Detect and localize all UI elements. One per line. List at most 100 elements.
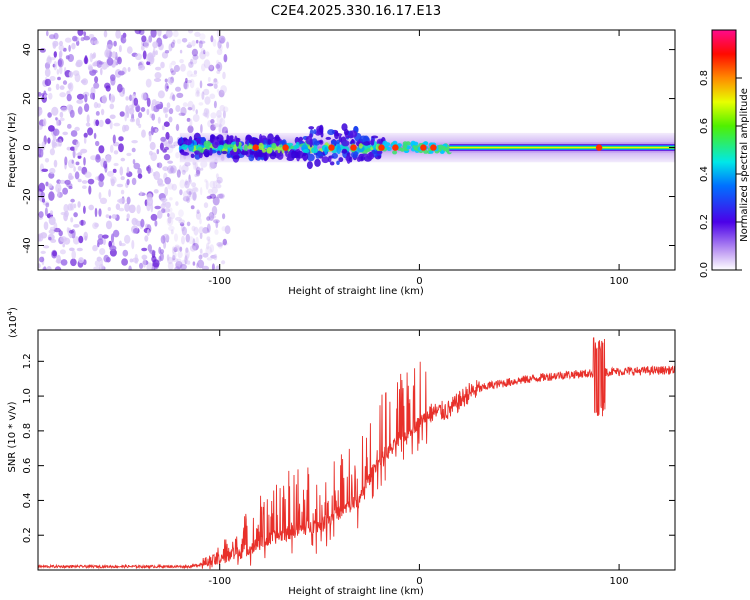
noise-blob — [179, 49, 183, 54]
signal-blob — [320, 131, 324, 138]
noise-blob — [207, 83, 214, 87]
noise-blob — [170, 68, 174, 73]
noise-blob — [83, 35, 91, 41]
signal-blob — [203, 140, 212, 148]
y-tick-label: 0.8 — [22, 423, 33, 439]
noise-blob — [169, 197, 173, 201]
noise-blob — [62, 187, 68, 195]
noise-blob — [176, 92, 184, 98]
noise-blob — [200, 48, 205, 55]
signal-blob — [303, 156, 307, 162]
noise-blob — [141, 92, 147, 101]
noise-blob — [151, 266, 155, 270]
noise-blob — [184, 249, 190, 259]
noise-blob — [181, 169, 186, 175]
noise-blob — [97, 241, 100, 248]
noise-blob — [100, 67, 103, 76]
noise-blob — [218, 89, 225, 98]
noise-blob — [132, 159, 136, 165]
spectrogram-x-axis: -100 0 100 — [208, 30, 629, 287]
noise-blob — [70, 258, 77, 267]
signal-blob — [276, 151, 284, 160]
signal-blob — [235, 138, 240, 147]
noise-blob — [199, 40, 206, 44]
noise-blob — [113, 40, 117, 47]
noise-blob — [111, 51, 117, 59]
noise-blob — [222, 110, 226, 119]
amplitude-peak — [328, 144, 335, 151]
noise-blob — [203, 59, 211, 69]
noise-blob — [71, 42, 76, 50]
noise-blob — [167, 216, 172, 224]
noise-blob — [157, 210, 163, 219]
noise-blob — [173, 141, 179, 147]
noise-blob — [216, 61, 223, 72]
noise-blob — [98, 179, 104, 188]
signal-blob — [311, 147, 316, 154]
noise-blob — [44, 158, 50, 163]
noise-blob — [181, 259, 187, 266]
signal-blob — [438, 144, 443, 149]
noise-blob — [203, 202, 209, 209]
noise-blob — [97, 233, 104, 241]
noise-blob — [198, 40, 203, 49]
noise-blob — [68, 175, 74, 180]
signal-blob — [266, 147, 273, 154]
noise-blob — [112, 168, 117, 173]
noise-blob — [155, 66, 162, 71]
noise-blob — [216, 115, 223, 125]
noise-blob — [47, 183, 53, 189]
noise-blob — [216, 70, 221, 74]
noise-blob — [76, 40, 80, 46]
noise-blob — [71, 159, 74, 164]
amplitude-peak — [595, 144, 603, 151]
colorbar-tick-label: 0.8 — [699, 70, 710, 86]
noise-blob — [93, 101, 99, 109]
noise-blob — [118, 45, 122, 53]
noise-blob — [76, 99, 84, 104]
noise-blob — [148, 35, 153, 43]
noise-blob — [105, 214, 110, 219]
noise-blob — [73, 203, 77, 209]
noise-blob — [209, 93, 216, 100]
noise-blob — [138, 64, 146, 71]
signal-blob — [338, 157, 344, 163]
noise-blob — [62, 131, 68, 136]
noise-blob — [131, 217, 138, 226]
noise-blob — [47, 87, 52, 92]
noise-blob — [141, 35, 147, 43]
noise-blob — [206, 236, 211, 241]
noise-blob — [209, 244, 215, 253]
noise-blob — [190, 192, 197, 200]
signal-blob — [400, 147, 405, 152]
noise-blob — [199, 218, 202, 225]
noise-blob — [107, 170, 114, 177]
signal-blob — [257, 142, 264, 150]
noise-blob — [153, 189, 159, 194]
noise-blob — [55, 117, 58, 121]
amplitude-peak — [420, 144, 427, 151]
spectrogram-panel: -100 0 100 -40 -20 0 20 40 Height of straight … — [7, 29, 676, 297]
noise-blob — [53, 159, 58, 168]
noise-blob — [192, 114, 200, 122]
noise-blob — [49, 167, 56, 175]
noise-blob — [41, 168, 49, 172]
noise-blob — [77, 166, 82, 171]
noise-blob — [126, 196, 131, 205]
noise-blob — [189, 78, 195, 89]
noise-blob — [204, 96, 211, 105]
signal-blob — [212, 136, 220, 140]
noise-blob — [122, 124, 127, 133]
noise-blob — [73, 166, 76, 173]
signal-blob — [313, 129, 317, 135]
noise-blob — [44, 68, 51, 78]
noise-blob — [117, 83, 123, 93]
noise-blob — [74, 171, 80, 180]
noise-blob — [91, 69, 98, 74]
noise-blob — [209, 180, 216, 188]
noise-blob — [217, 193, 224, 199]
signal-blob — [410, 140, 416, 145]
noise-blob — [140, 218, 145, 228]
signal-blob — [308, 126, 315, 130]
noise-blob — [40, 191, 45, 199]
